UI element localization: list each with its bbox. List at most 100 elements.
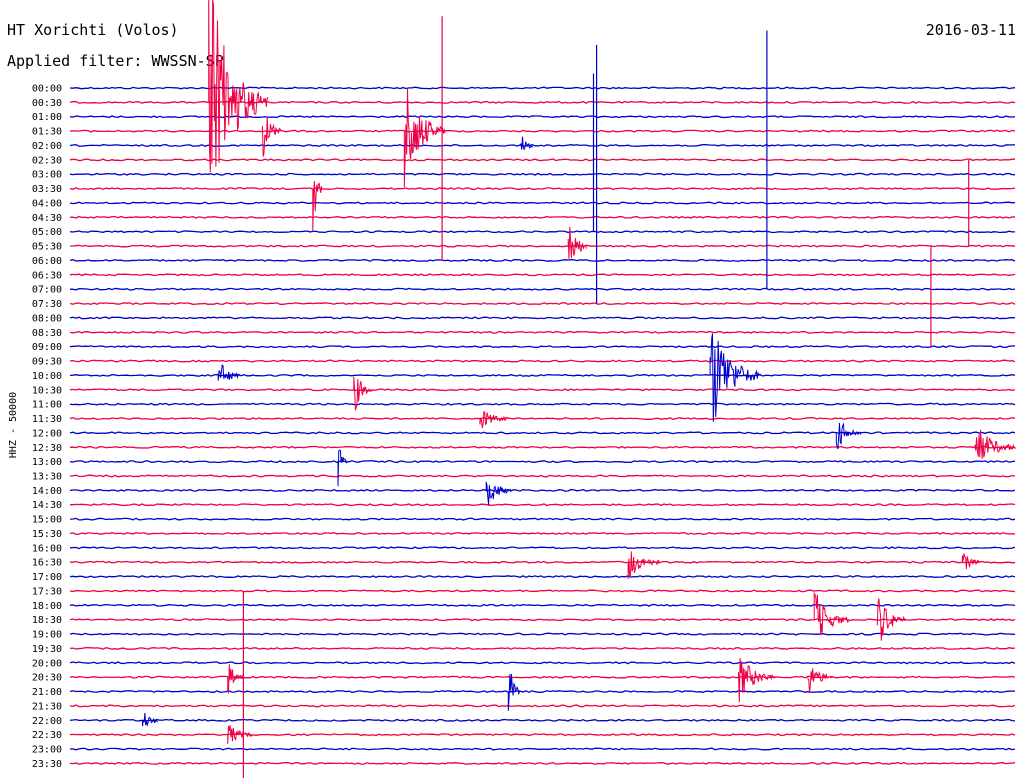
event-waveform <box>627 551 660 579</box>
time-tick-label: 05:30 <box>32 242 62 253</box>
trace-line <box>69 330 1016 334</box>
trace-line <box>69 589 1016 593</box>
trace-line <box>69 373 1016 377</box>
time-tick-label: 11:00 <box>32 400 62 411</box>
time-tick-label: 08:00 <box>32 313 62 324</box>
trace-line <box>69 704 1016 708</box>
trace-line <box>69 632 1016 636</box>
time-tick-label: 03:30 <box>32 184 62 195</box>
time-tick-label: 04:00 <box>32 198 62 209</box>
event-waveform <box>520 136 534 151</box>
time-tick-label: 13:30 <box>32 471 62 482</box>
event-waveform <box>813 591 849 635</box>
trace-line <box>69 215 1016 219</box>
time-tick-label: 09:00 <box>32 342 62 353</box>
trace-line <box>69 761 1016 765</box>
trace-line <box>69 460 1016 464</box>
event-waveform <box>142 712 159 727</box>
trace-line <box>69 532 1016 535</box>
event-waveform <box>227 664 244 694</box>
event-waveform <box>961 553 981 570</box>
event-waveform <box>807 668 834 693</box>
event-waveform <box>353 376 373 412</box>
event-waveform <box>208 0 269 173</box>
time-tick-label: 18:00 <box>32 601 62 612</box>
trace-line <box>69 115 1016 119</box>
event-waveform <box>217 364 241 381</box>
time-tick-label: 05:00 <box>32 227 62 238</box>
time-tick-label: 21:30 <box>32 701 62 712</box>
time-tick-label: 17:00 <box>32 572 62 583</box>
time-tick-label: 14:30 <box>32 500 62 511</box>
trace-line <box>69 402 1016 406</box>
time-tick-label: 11:30 <box>32 414 62 425</box>
time-tick-label: 23:30 <box>32 759 62 770</box>
trace-line <box>69 230 1015 234</box>
trace-line <box>69 603 1016 607</box>
time-tick-label: 09:30 <box>32 357 62 368</box>
trace-line <box>69 575 1016 579</box>
time-tick-label: 12:00 <box>32 428 62 439</box>
time-tick-label: 16:00 <box>32 543 62 554</box>
trace-line <box>69 517 1016 521</box>
trace-line <box>69 187 1016 191</box>
time-tick-label: 07:00 <box>32 285 62 296</box>
time-tick-label: 03:00 <box>32 170 62 181</box>
trace-line <box>69 287 1016 291</box>
event-marks <box>142 0 1017 778</box>
time-tick-label: 20:00 <box>32 658 62 669</box>
trace-line <box>69 302 1016 306</box>
trace-line <box>69 100 1016 104</box>
trace-line <box>69 474 1016 478</box>
time-tick-label: 10:30 <box>32 385 62 396</box>
time-tick-label: 00:00 <box>32 84 62 95</box>
time-tick-label: 12:30 <box>32 443 62 454</box>
event-waveform <box>403 88 446 188</box>
time-tick-label: 02:00 <box>32 141 62 152</box>
trace-line <box>69 388 1016 392</box>
trace-line <box>69 488 1016 492</box>
time-tick-label: 06:30 <box>32 270 62 281</box>
trace-line <box>69 733 1016 737</box>
trace-line <box>69 273 1016 277</box>
trace-line <box>69 86 1016 90</box>
time-tick-label: 19:00 <box>32 630 62 641</box>
trace-line <box>69 747 1016 751</box>
time-tick-label: 01:00 <box>32 112 62 123</box>
trace-line <box>69 143 1015 148</box>
event-waveform <box>485 481 512 506</box>
time-tick-label: 04:30 <box>32 213 62 224</box>
trace-lines <box>69 86 1016 765</box>
trace-line <box>70 503 1016 507</box>
trace-line <box>69 661 1016 665</box>
time-tick-label: 02:30 <box>32 155 62 166</box>
time-tick-label: 17:30 <box>32 586 62 597</box>
event-waveform <box>479 410 509 429</box>
trace-line <box>70 560 1015 564</box>
y-axis-label: HHZ - 50000 <box>8 392 19 458</box>
trace-line <box>69 258 1016 262</box>
event-waveform <box>738 658 777 703</box>
time-tick-label: 00:30 <box>32 98 62 109</box>
time-tick-label: 14:00 <box>32 486 62 497</box>
time-tick-label: 22:00 <box>32 716 62 727</box>
trace-line <box>69 445 1016 449</box>
event-waveform <box>567 226 588 259</box>
event-waveform <box>974 429 1017 459</box>
trace-line <box>69 431 1016 435</box>
trace-line <box>69 416 1016 420</box>
time-tick-label: 08:30 <box>32 328 62 339</box>
event-waveform <box>709 333 761 422</box>
time-tick-label: 19:30 <box>32 644 62 655</box>
trace-line <box>69 690 1015 694</box>
time-tick-label: 16:30 <box>32 558 62 569</box>
time-tick-label: 20:30 <box>32 673 62 684</box>
date-label: 2016-03-11 <box>926 21 1016 39</box>
trace-line <box>69 618 1016 622</box>
filter-subtitle: Applied filter: WWSSN-SP <box>7 52 224 70</box>
time-tick-label: 10:00 <box>32 371 62 382</box>
trace-line <box>69 172 1016 176</box>
station-title: HT Xorichti (Volos) <box>7 21 179 39</box>
trace-line <box>69 546 1016 550</box>
event-waveform <box>507 673 521 711</box>
